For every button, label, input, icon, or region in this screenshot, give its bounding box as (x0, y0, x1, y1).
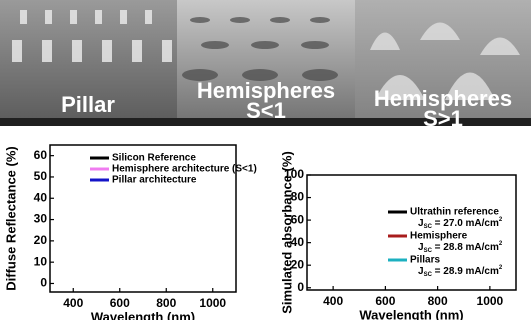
image-label: S>1 (423, 106, 463, 131)
x-axis-label: Wavelength (nm) (91, 309, 195, 320)
y-tick-label: 60 (34, 148, 48, 162)
y-tick-label: 0 (40, 276, 47, 290)
jsc-value: = 28.8 mA/cm (432, 242, 499, 253)
x-axis-label: Wavelength (nm) (359, 307, 463, 320)
x-tick-label: 600 (375, 294, 395, 308)
legend-label: Silicon Reference (112, 153, 196, 164)
y-tick-label: 10 (34, 254, 48, 268)
x-tick-label: 800 (428, 294, 448, 308)
x-tick-label: 1000 (199, 296, 226, 310)
x-tick-label: 400 (323, 294, 343, 308)
y-tick-label: 20 (34, 233, 48, 247)
y-tick-label: 40 (34, 190, 48, 204)
y-tick-label: 0 (297, 280, 304, 294)
legend-label: Hemisphere (410, 231, 468, 242)
legend-label: Pillars (410, 255, 440, 266)
image-label: Pillar (61, 92, 115, 117)
figure: Pillar Hemispheres S<1 Hemispheres S>1 0… (0, 0, 531, 320)
legend-label: Pillar architecture (112, 175, 197, 186)
x-tick-label: 600 (110, 296, 130, 310)
y-tick-label: 30 (34, 212, 48, 226)
legend-label: Ultrathin reference (410, 207, 499, 218)
y-axis-label: Simulated absorbance (%) (279, 151, 294, 314)
legend-label: Hemisphere architecture (S<1) (112, 164, 257, 175)
x-tick-label: 1000 (477, 294, 504, 308)
y-axis-label: Diffuse Reflectance (%) (3, 146, 18, 290)
sem-images: Pillar Hemispheres S<1 Hemispheres S>1 (0, 0, 531, 131)
x-tick-label: 800 (156, 296, 176, 310)
image-label: S<1 (246, 98, 286, 123)
jsc-value: = 28.9 mA/cm (432, 266, 499, 277)
x-tick-label: 400 (63, 296, 83, 310)
jsc-value: = 27.0 mA/cm (432, 218, 499, 229)
y-tick-label: 50 (34, 169, 48, 183)
